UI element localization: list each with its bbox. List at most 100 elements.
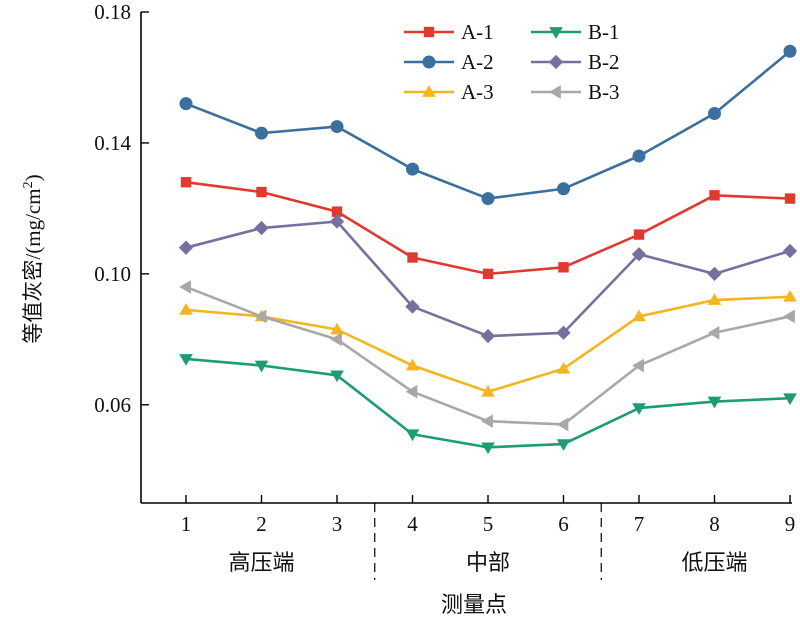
data-point	[784, 193, 796, 204]
data-point	[708, 106, 721, 120]
legend-entry-b-1: B-1	[531, 20, 620, 44]
data-point	[556, 439, 571, 451]
data-point	[633, 229, 645, 240]
data-point	[405, 429, 420, 442]
legend-entry-b-3: B-3	[531, 80, 620, 104]
series-a-1	[180, 177, 796, 280]
legend-entry-a-1: A-1	[404, 20, 494, 44]
series-b-1	[179, 354, 797, 455]
legend-label: B-3	[588, 80, 620, 104]
data-point	[405, 384, 418, 399]
legend-marker	[549, 85, 561, 99]
data-point	[783, 44, 797, 58]
data-point	[255, 126, 268, 140]
data-point	[330, 120, 344, 134]
data-point	[481, 384, 495, 397]
data-point	[707, 293, 722, 305]
y-tick-label: 0.06	[94, 393, 131, 417]
data-point	[329, 214, 345, 229]
data-point	[783, 309, 795, 324]
data-point	[558, 262, 569, 273]
data-point	[481, 414, 493, 428]
data-point	[632, 309, 646, 322]
data-point	[405, 299, 420, 314]
y-tick-label: 0.18	[94, 0, 131, 24]
x-tick-label: 7	[634, 512, 645, 536]
x-tick-label: 5	[483, 512, 494, 536]
legend-label: A-2	[461, 50, 494, 74]
data-point	[407, 252, 418, 263]
data-point	[179, 280, 191, 294]
x-tick-label: 8	[709, 512, 720, 536]
x-tick-label: 1	[181, 512, 192, 536]
data-point	[632, 149, 646, 163]
data-point	[179, 97, 193, 111]
series-b-2	[178, 214, 798, 344]
data-point	[632, 403, 646, 415]
data-point	[782, 243, 798, 259]
data-point	[178, 240, 194, 255]
region-label: 中部	[466, 550, 510, 575]
data-point	[254, 360, 269, 373]
y-axis-title-superscript: 2	[21, 181, 36, 188]
data-point	[330, 322, 344, 335]
data-point	[180, 177, 192, 188]
legend-marker	[422, 85, 436, 97]
series-b-3	[179, 280, 795, 432]
region-label: 高压端	[228, 550, 294, 575]
data-point	[632, 358, 644, 373]
x-tick-label: 4	[407, 512, 418, 536]
x-tick-label: 3	[332, 512, 343, 536]
legend-marker	[548, 54, 564, 70]
x-axis-title: 测量点	[441, 592, 507, 617]
data-point	[254, 220, 269, 236]
series-layer	[178, 44, 798, 455]
data-point	[179, 354, 193, 366]
y-axis-title-close: )	[21, 174, 45, 181]
series-line	[185, 357, 791, 449]
data-point	[254, 309, 267, 324]
data-point	[556, 325, 571, 340]
axes: 0.06 0.10 0.14 0.18 1 2 3 4 5 6 7 8 9 高压端 中部 低压端	[94, 0, 795, 580]
data-point	[783, 393, 797, 406]
x-tick-label: 9	[785, 512, 796, 536]
legend-label: A-1	[461, 20, 494, 44]
data-point	[405, 358, 420, 371]
legend-entry-b-2: B-2	[531, 50, 620, 74]
data-point	[709, 190, 720, 201]
legend-marker	[423, 26, 435, 38]
legend-marker	[422, 55, 436, 69]
region-label: 低压端	[681, 550, 747, 575]
data-point	[481, 192, 495, 206]
legend-entry-a-2: A-2	[404, 50, 494, 74]
data-point	[707, 266, 722, 282]
data-point	[330, 332, 342, 347]
legend-marker	[549, 27, 563, 39]
legend-label: B-2	[588, 50, 620, 74]
data-point	[631, 247, 647, 262]
series-a-3	[179, 289, 797, 397]
legend: A-1 A-2 A-3 B-1 B-2 B-3	[404, 20, 620, 104]
data-point	[556, 417, 569, 432]
data-point	[256, 186, 267, 198]
data-point	[480, 328, 496, 344]
y-tick-label: 0.10	[94, 262, 131, 286]
data-point	[707, 396, 722, 409]
data-point	[707, 325, 720, 340]
x-tick-label: 6	[558, 512, 569, 536]
y-axis-title-main: 等值灰密/(mg/cm	[21, 188, 45, 343]
y-axis-title: 等值灰密/(mg/cm2)	[21, 174, 45, 343]
series-line	[185, 295, 791, 394]
data-point	[482, 268, 494, 280]
data-point	[330, 370, 344, 383]
data-point	[783, 289, 797, 302]
legend-label: B-1	[588, 20, 620, 44]
legend-label: A-3	[461, 80, 494, 104]
data-point	[557, 182, 570, 196]
data-point	[331, 206, 343, 217]
series-a-2	[179, 44, 797, 206]
data-point	[406, 162, 419, 176]
legend-entry-a-3: A-3	[404, 80, 494, 104]
